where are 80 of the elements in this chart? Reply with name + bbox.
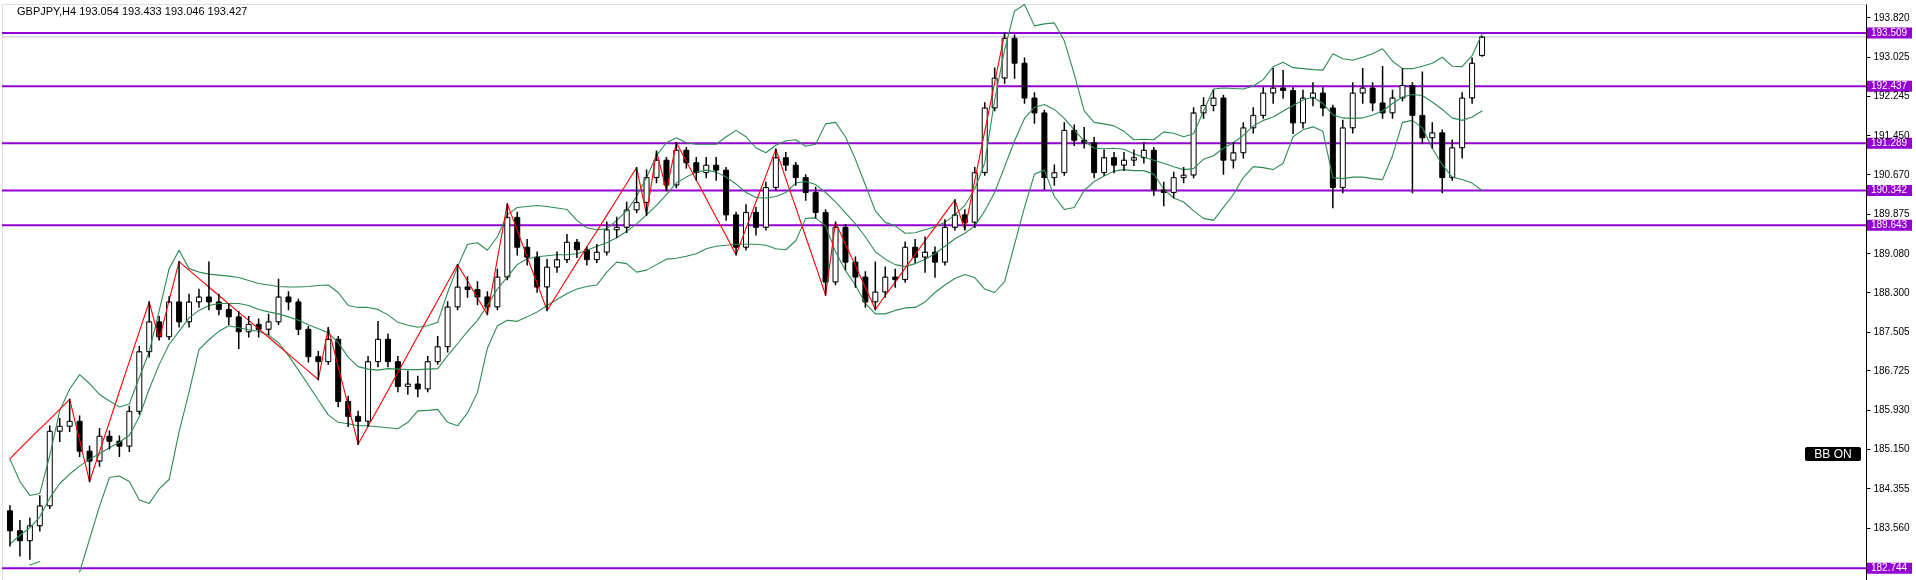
candlestick bbox=[414, 375, 421, 398]
candlestick bbox=[802, 174, 809, 201]
candlestick bbox=[782, 151, 789, 171]
y-tick-label: 188.300 bbox=[1873, 286, 1911, 298]
candlestick bbox=[375, 321, 381, 368]
candlestick bbox=[86, 445, 93, 483]
candlestick bbox=[285, 291, 292, 311]
candlestick bbox=[544, 258, 551, 312]
y-tick-label: 185.930 bbox=[1873, 404, 1911, 416]
candlestick bbox=[872, 261, 879, 311]
line-series bbox=[9, 3, 1483, 496]
candlestick bbox=[554, 251, 561, 273]
candlestick bbox=[434, 336, 441, 365]
candlestick bbox=[1280, 69, 1287, 99]
y-tick-label: 193.820 bbox=[1873, 11, 1911, 23]
candlestick bbox=[176, 260, 183, 328]
candlestick bbox=[1260, 87, 1267, 119]
candlestick bbox=[1051, 164, 1058, 186]
candlestick bbox=[1399, 68, 1406, 102]
candlestick bbox=[315, 350, 322, 381]
candlestick bbox=[1230, 142, 1237, 169]
candlestick bbox=[116, 435, 123, 457]
candlestick bbox=[1270, 67, 1277, 104]
candlestick bbox=[6, 505, 13, 547]
y-tick-label: 187.505 bbox=[1873, 326, 1911, 338]
candlestick bbox=[1111, 151, 1118, 174]
candlestick bbox=[404, 370, 411, 395]
candlestick bbox=[633, 166, 640, 214]
candlestick bbox=[195, 288, 202, 308]
candlestick bbox=[1379, 65, 1386, 119]
candlestick bbox=[225, 303, 232, 326]
candlestick bbox=[792, 161, 799, 186]
y-tick-label: 183.560 bbox=[1873, 522, 1911, 534]
y-tick-label: 190.670 bbox=[1873, 168, 1911, 180]
candlestick bbox=[1429, 122, 1436, 149]
candlestick bbox=[66, 398, 73, 433]
text: BB ON bbox=[1814, 447, 1852, 461]
candlestick bbox=[56, 418, 63, 442]
candlestick bbox=[951, 199, 958, 231]
candlestick bbox=[464, 276, 471, 298]
candlestick bbox=[265, 313, 272, 336]
candlestick bbox=[1031, 92, 1038, 124]
candlestick bbox=[384, 333, 391, 368]
candlestick bbox=[255, 318, 262, 338]
candlestick bbox=[1210, 89, 1217, 112]
y-tick-label: 189.080 bbox=[1873, 247, 1911, 259]
candlestick bbox=[1250, 107, 1257, 134]
candlestick bbox=[623, 201, 630, 234]
candlestick bbox=[882, 266, 889, 298]
chart-title: GBPJPY,H4 193.054 193.433 193.046 193.427 bbox=[17, 5, 248, 17]
candlestick bbox=[454, 263, 461, 311]
ref-line-label: 190.342 bbox=[1871, 184, 1908, 196]
candlestick bbox=[1180, 166, 1187, 184]
ref-line-label: 192.437 bbox=[1871, 80, 1908, 92]
y-tick-label: 186.725 bbox=[1873, 364, 1911, 376]
candlestick bbox=[106, 430, 113, 450]
candlestick bbox=[1419, 71, 1426, 144]
candlestick bbox=[603, 221, 610, 256]
candlestick bbox=[1389, 89, 1396, 119]
y-tick-label: 193.025 bbox=[1873, 51, 1911, 63]
candlestick bbox=[563, 234, 570, 263]
y-tick-label: 189.875 bbox=[1873, 208, 1911, 220]
candlestick bbox=[325, 327, 332, 365]
candlestick bbox=[752, 206, 759, 236]
candlestick bbox=[1479, 35, 1486, 57]
candlestick bbox=[812, 186, 819, 219]
y-tick-label: 185.150 bbox=[1873, 443, 1911, 455]
ref-line-label: 182.744 bbox=[1871, 562, 1908, 574]
candlestick bbox=[1170, 171, 1177, 199]
candlestick bbox=[355, 410, 362, 445]
ref-line-label: 193.509 bbox=[1871, 26, 1908, 38]
y-tick-label: 184.355 bbox=[1873, 482, 1911, 494]
ref-line-label: 189.643 bbox=[1871, 219, 1908, 231]
candlestick bbox=[474, 281, 481, 306]
candlestick bbox=[1101, 149, 1108, 176]
candlestick bbox=[1130, 149, 1137, 166]
candlestick bbox=[1359, 67, 1366, 104]
y-tick-label: 192.245 bbox=[1873, 90, 1911, 102]
candlestick bbox=[205, 261, 212, 311]
candlestick bbox=[1369, 82, 1376, 112]
